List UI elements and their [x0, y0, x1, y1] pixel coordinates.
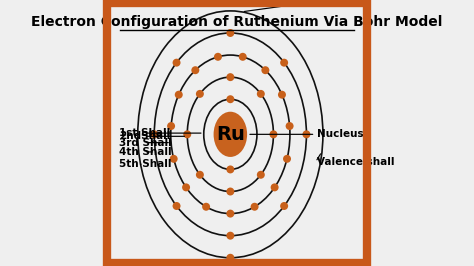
Ellipse shape — [280, 59, 288, 67]
Ellipse shape — [227, 254, 234, 262]
Ellipse shape — [271, 183, 279, 191]
Text: 5th Shall: 5th Shall — [118, 159, 171, 169]
Ellipse shape — [170, 155, 178, 163]
Ellipse shape — [183, 130, 191, 138]
Text: 4th Shall: 4th Shall — [118, 147, 171, 157]
Text: Electron: Electron — [317, 0, 365, 7]
Ellipse shape — [278, 91, 286, 99]
Ellipse shape — [239, 53, 247, 61]
Text: Nucleus: Nucleus — [317, 129, 364, 139]
Ellipse shape — [302, 130, 310, 138]
Ellipse shape — [227, 188, 234, 196]
Ellipse shape — [227, 210, 234, 218]
Ellipse shape — [173, 202, 181, 210]
Ellipse shape — [257, 90, 265, 98]
Ellipse shape — [227, 165, 234, 173]
Ellipse shape — [261, 66, 269, 74]
Ellipse shape — [214, 112, 247, 157]
Text: 2ndShall: 2ndShall — [118, 131, 170, 141]
Ellipse shape — [280, 202, 288, 210]
Ellipse shape — [214, 53, 222, 61]
Ellipse shape — [283, 155, 291, 163]
Ellipse shape — [150, 130, 158, 138]
Ellipse shape — [175, 91, 183, 99]
Ellipse shape — [182, 183, 190, 191]
Ellipse shape — [227, 29, 234, 37]
Ellipse shape — [167, 122, 175, 130]
Ellipse shape — [227, 95, 234, 103]
Text: 1st Shall: 1st Shall — [118, 128, 170, 138]
Ellipse shape — [257, 171, 265, 179]
Ellipse shape — [196, 171, 204, 179]
Text: Ru: Ru — [216, 125, 245, 144]
Ellipse shape — [196, 90, 204, 98]
Ellipse shape — [269, 130, 277, 138]
Text: Valence shall: Valence shall — [317, 157, 394, 167]
Ellipse shape — [191, 66, 200, 74]
Text: 3rd Shall: 3rd Shall — [118, 138, 172, 148]
Ellipse shape — [227, 73, 234, 81]
Ellipse shape — [251, 203, 259, 211]
Ellipse shape — [173, 59, 181, 67]
Ellipse shape — [202, 203, 210, 211]
Ellipse shape — [227, 232, 234, 240]
Text: Electron Configuration of Ruthenium Via Bohr Model: Electron Configuration of Ruthenium Via … — [31, 15, 443, 29]
Ellipse shape — [286, 122, 293, 130]
